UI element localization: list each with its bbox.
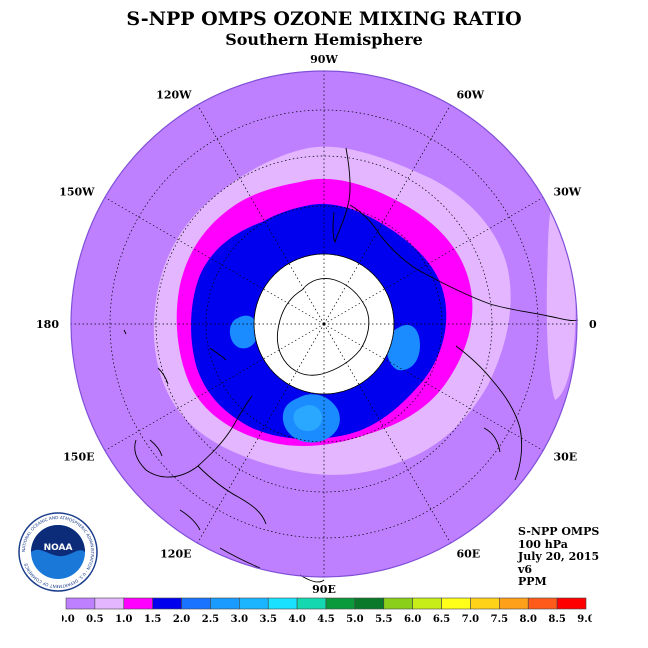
legend-tick-label: 6.0 xyxy=(404,614,421,625)
legend-tick-label: 7.0 xyxy=(462,614,479,625)
longitude-label: 60E xyxy=(457,548,481,561)
logo-text: NOAA xyxy=(44,543,73,553)
legend-color-box xyxy=(499,597,529,610)
longitude-labels: 90W 60W 30W 0 30E 60E 90E 120E 150E 180 150W 120W xyxy=(36,53,597,596)
legend-color-box xyxy=(354,597,385,610)
noaa-logo: NOAA NATIONAL OCEANIC AND ATMOSPHERIC AD… xyxy=(18,512,98,592)
color-legend: 0.0 0.5 1.0 1.5 2.0 2.5 3.0 3.5 4.0 4.5 5.0 5.5 6.0 6… xyxy=(62,597,592,625)
longitude-label: 0 xyxy=(589,318,597,331)
info-line-units: PPM xyxy=(518,575,547,588)
longitude-label: 30E xyxy=(554,451,578,464)
longitude-label: 90W xyxy=(310,53,338,66)
legend-color-box xyxy=(527,597,558,610)
longitude-label: 90E xyxy=(312,583,336,596)
map-title: S-NPP OMPS OZONE MIXING RATIO xyxy=(126,8,522,30)
south-pole-marker xyxy=(322,322,326,326)
legend-tick-label: 4.5 xyxy=(317,614,334,625)
logo-seagull-icon xyxy=(31,525,85,557)
legend-color-box xyxy=(441,597,471,610)
globe-outline xyxy=(70,70,578,578)
longitude-label: 120W xyxy=(156,89,192,102)
legend-color-box xyxy=(65,597,96,610)
legend-tick-label: 3.0 xyxy=(231,614,248,625)
info-line-date: July 20, 2015 xyxy=(518,550,600,563)
longitude-label: 150W xyxy=(59,186,95,199)
info-line-version: v6 xyxy=(518,562,533,576)
ozone-band-2-0 xyxy=(386,324,420,371)
longitude-label: 30W xyxy=(554,186,582,199)
legend-color-box xyxy=(94,597,125,610)
legend-color-box xyxy=(325,597,356,610)
legend-tick-label: 0.0 xyxy=(62,614,75,625)
no-data-boundary xyxy=(253,253,395,395)
ozone-band-2-5 xyxy=(293,405,323,432)
legend-color-box xyxy=(239,597,269,610)
info-line-pressure: 100 hPa xyxy=(518,537,568,551)
longitude-label: 180 xyxy=(36,318,59,331)
legend-color-box xyxy=(123,597,153,610)
legend-tick-label: 5.0 xyxy=(346,614,363,625)
legend-tick-label: 1.5 xyxy=(144,614,161,625)
legend-color-box xyxy=(383,597,413,610)
map-subtitle: Southern Hemisphere xyxy=(225,30,423,49)
coastlines xyxy=(123,147,579,583)
legend-color-box xyxy=(267,597,298,610)
legend-color-box xyxy=(210,597,240,610)
product-info: S-NPP OMPS 100 hPa July 20, 2015 v6 PPM xyxy=(518,525,600,589)
latitude-circle xyxy=(205,205,443,443)
legend-tick-label: 3.5 xyxy=(260,614,277,625)
longitude-label: 120E xyxy=(160,548,191,561)
legend-tick-label: 8.0 xyxy=(520,614,537,625)
legend-tick-label: 7.5 xyxy=(491,614,508,625)
legend-tick-label: 4.0 xyxy=(288,614,305,625)
legend-tick-label: 2.5 xyxy=(202,614,219,625)
legend-color-box xyxy=(412,597,442,610)
legend-tick-label: 8.5 xyxy=(548,614,565,625)
legend-tick-label: 1.0 xyxy=(115,614,132,625)
legend-color-box xyxy=(470,597,500,610)
legend-tick-label: 2.0 xyxy=(173,614,190,625)
legend-tick-label: 0.5 xyxy=(86,614,103,625)
legend-color-box xyxy=(556,597,587,610)
legend-color-box xyxy=(152,597,182,610)
legend-tick-label: 6.5 xyxy=(433,614,450,625)
legend-color-box xyxy=(181,597,211,610)
longitude-label: 60W xyxy=(457,89,485,102)
legend-tick-label: 5.5 xyxy=(375,614,392,625)
longitude-label: 150E xyxy=(63,451,94,464)
info-line-satellite: S-NPP OMPS xyxy=(518,525,600,538)
latitude-circle xyxy=(109,109,539,539)
legend-color-box xyxy=(296,597,327,610)
legend-tick-label: 9.0 xyxy=(577,614,592,625)
